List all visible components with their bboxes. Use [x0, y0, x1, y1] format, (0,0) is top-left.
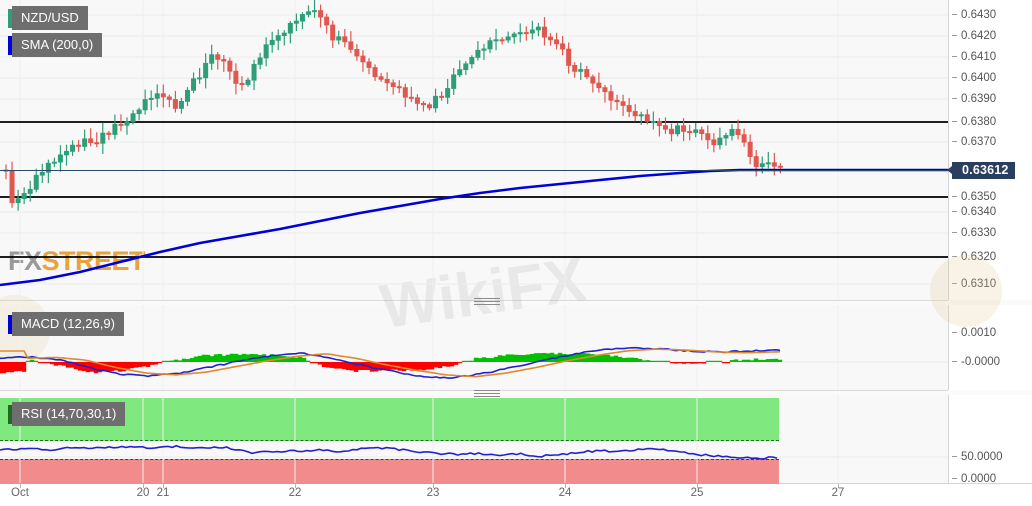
time-tick-mark-4 — [433, 484, 434, 488]
rsi-vertical-gridlines — [19, 395, 839, 483]
time-label-24: 24 — [558, 487, 572, 499]
time-tick-mark-2 — [163, 484, 164, 488]
time-label-Oct: Oct — [11, 487, 29, 499]
rsi-tick-0: 50.0000 — [949, 450, 1032, 464]
price-tick-2: 0.6410 — [949, 50, 1032, 64]
macd-tick-0: 0.0010 — [949, 326, 1032, 340]
price-tick-1: 0.6420 — [949, 29, 1032, 43]
macd-line — [0, 346, 781, 379]
symbol-label: NZD/USD — [12, 6, 88, 30]
decorative-blob-right — [930, 255, 1002, 327]
pane-resize-handle-price-macd[interactable] — [474, 298, 500, 305]
price-tick-10: 0.6320 — [949, 250, 1032, 264]
time-tick-mark-0 — [20, 484, 21, 488]
price-tick-7: 0.6350 — [949, 190, 1032, 204]
pane-resize-handle-macd-rsi[interactable] — [474, 390, 500, 397]
price-tick-6: 0.6370 — [949, 135, 1032, 149]
time-tick-mark-6 — [697, 484, 698, 488]
rsi-legend[interactable]: RSI (14,70,30,1) — [8, 402, 126, 426]
rsi-tick-1: 0.0000 — [949, 472, 1032, 486]
price-chart-svg — [0, 0, 948, 287]
rsi-oversold-band — [0, 459, 779, 484]
macd-color-swatch — [8, 314, 12, 334]
rsi-color-swatch — [8, 404, 12, 424]
time-label-23: 23 — [426, 487, 440, 499]
symbol-legend[interactable]: NZD/USD — [8, 6, 88, 30]
sma-legend[interactable]: SMA (200,0) — [8, 33, 103, 57]
time-label-27: 27 — [831, 487, 845, 499]
time-label-25: 25 — [690, 487, 704, 499]
sma-label: SMA (200,0) — [12, 33, 103, 57]
time-label-22: 22 — [288, 487, 302, 499]
support-resistance-lines — [0, 121, 948, 258]
rsi-line — [0, 444, 778, 460]
price-tick-5: 0.6380 — [949, 115, 1032, 129]
current-price-line — [0, 170, 948, 171]
time-label-20: 20 — [136, 487, 150, 499]
fxstreet-fx-text: FX — [8, 246, 42, 276]
macd-label: MACD (12,26,9) — [12, 312, 124, 336]
price-tick-3: 0.6400 — [949, 71, 1032, 85]
time-tick-mark-1 — [143, 484, 144, 488]
price-axis[interactable]: 0.6430 0.6420 0.6410 0.6400 0.6390 0.6380 0.63… — [948, 0, 1032, 300]
candlestick-series — [3, 0, 783, 211]
macd-signal-line — [0, 348, 781, 378]
rsi-axis[interactable]: 50.0000 0.0000 — [948, 395, 1032, 486]
price-tick-11: 0.6310 — [949, 277, 1032, 291]
rsi-chart-svg — [0, 395, 948, 483]
time-tick-mark-7 — [838, 484, 839, 488]
rsi-label: RSI (14,70,30,1) — [12, 402, 126, 426]
macd-tick-1: -0.0000 — [949, 355, 1032, 369]
sma-color-swatch — [8, 35, 12, 55]
macd-chart-svg — [0, 305, 948, 390]
price-tick-4: 0.6390 — [949, 92, 1032, 106]
time-tick-mark-3 — [295, 484, 296, 488]
price-tick-0: 0.6430 — [949, 8, 1032, 22]
price-tick-8: 0.6340 — [949, 205, 1032, 219]
price-tick-9: 0.6330 — [949, 226, 1032, 240]
sma-200-line — [0, 168, 948, 287]
macd-legend[interactable]: MACD (12,26,9) — [8, 312, 124, 336]
time-axis[interactable]: Oct 20 21 22 23 24 25 27 — [0, 483, 1032, 506]
current-price-tag: 0.63612 — [947, 162, 1015, 179]
symbol-color-swatch — [8, 8, 12, 28]
time-tick-mark-5 — [565, 484, 566, 488]
time-label-21: 21 — [156, 487, 170, 499]
macd-axis[interactable]: 0.0010 -0.0000 — [948, 305, 1032, 390]
price-gridlines — [0, 14, 948, 285]
rsi-overbought-band — [0, 398, 779, 441]
